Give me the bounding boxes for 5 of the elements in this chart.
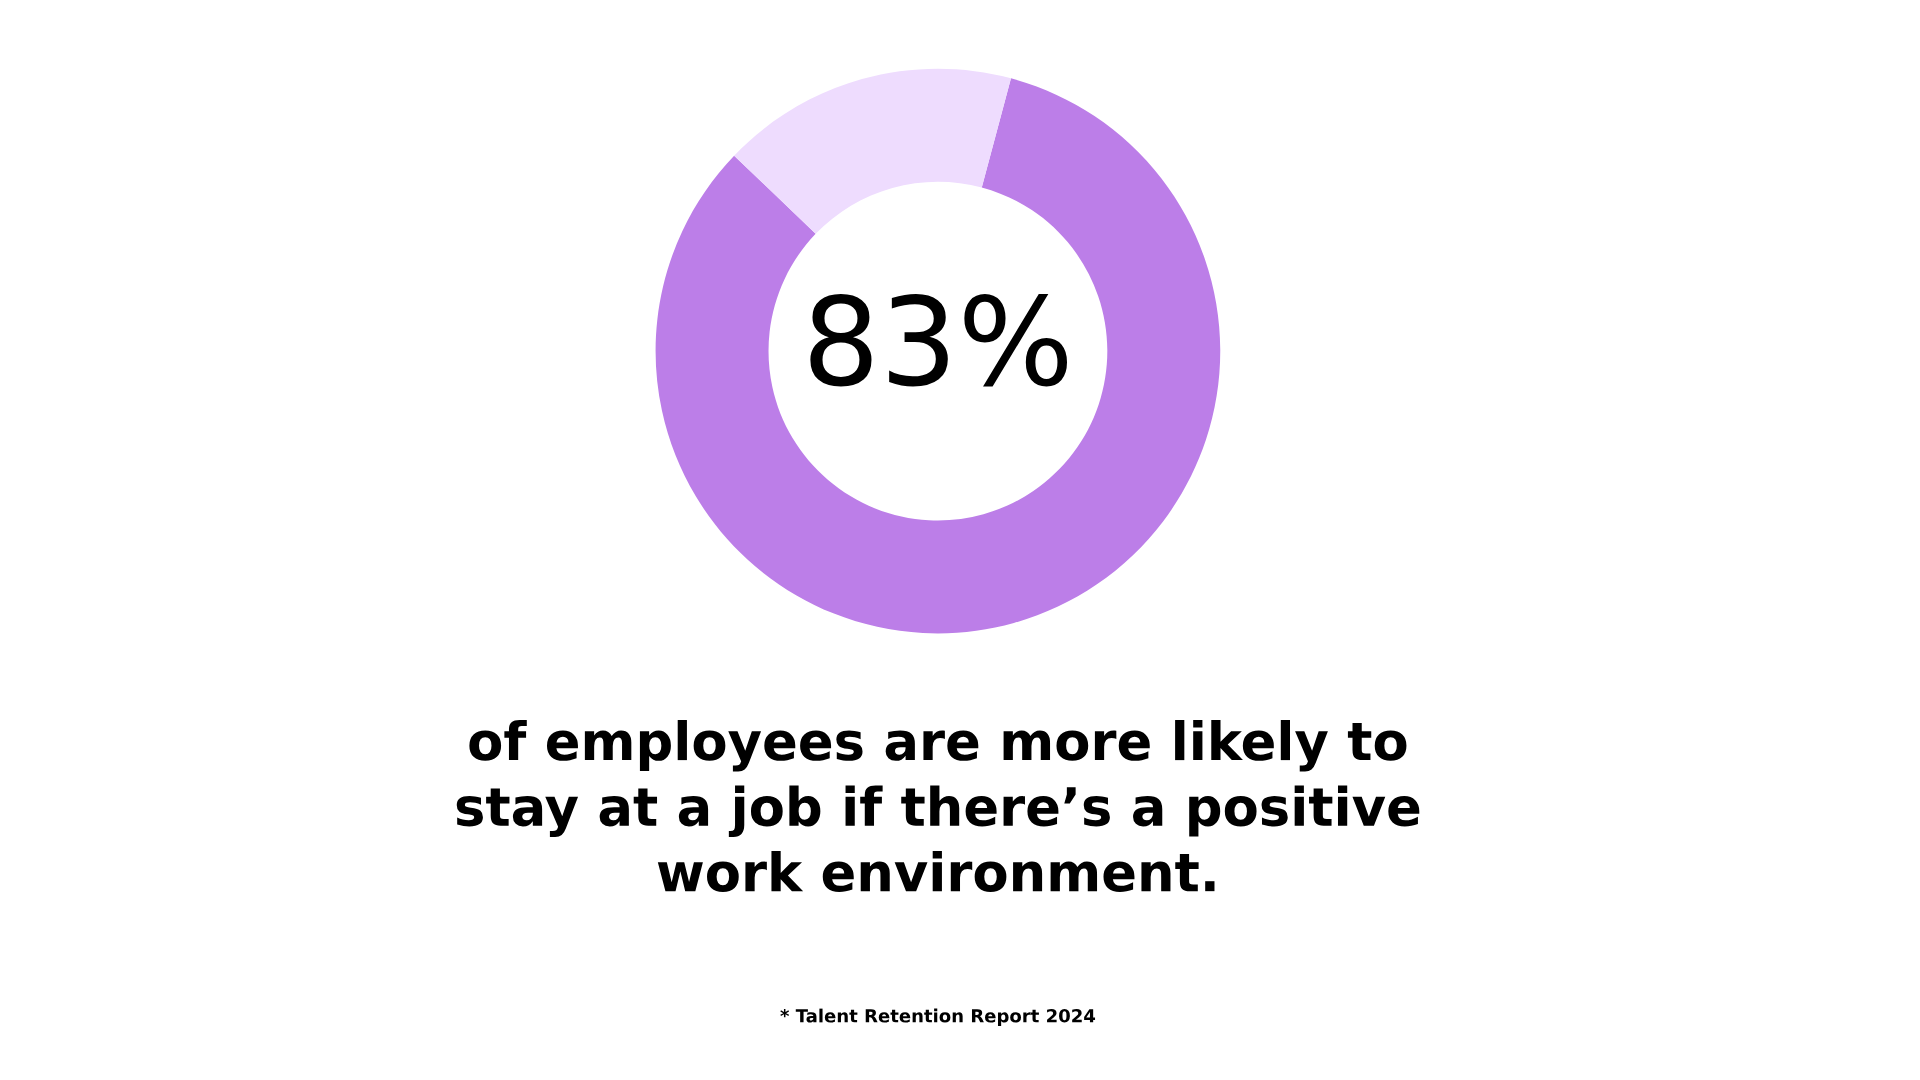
donut-slice <box>734 68 1011 234</box>
text: of employees are more likely to stay at a job if there’s a positive work environment. <box>456 720 1420 892</box>
donut-slice <box>655 78 1221 634</box>
text: * Talent Retention Report 2024 <box>780 1008 1096 1027</box>
data-label: 83% <box>810 294 1067 387</box>
